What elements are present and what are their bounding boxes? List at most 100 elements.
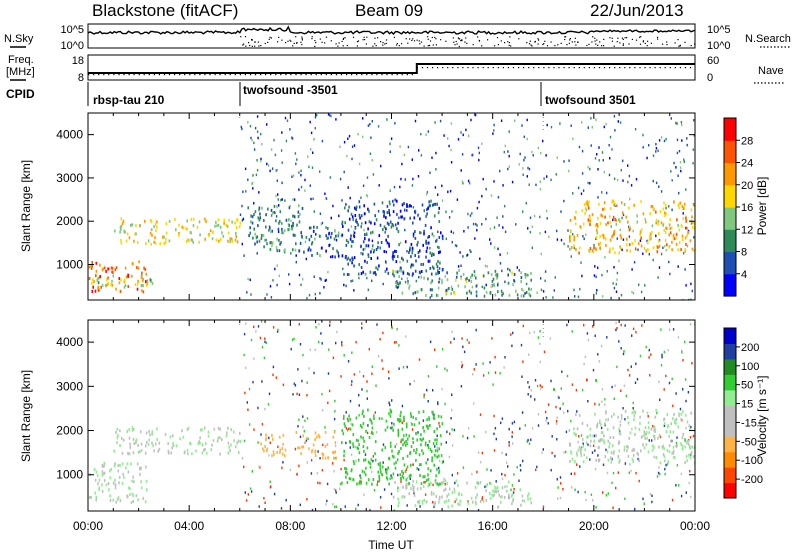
echo-cell — [497, 505, 499, 509]
echo-cell — [587, 338, 590, 342]
echo-cell — [416, 487, 419, 491]
echo-cell — [272, 279, 274, 282]
echo-cell — [293, 382, 296, 385]
echo-cell — [686, 439, 689, 443]
echo-cell — [342, 267, 344, 271]
echo-cell — [235, 235, 237, 239]
echo-cell — [243, 353, 245, 357]
colorbar-tick-label: 28 — [741, 135, 753, 147]
echo-cell — [277, 445, 279, 449]
echo-cell — [277, 230, 280, 233]
echo-cell — [275, 215, 278, 218]
echo-cell — [645, 430, 648, 434]
echo-cell — [388, 377, 390, 380]
echo-cell — [494, 269, 497, 273]
echo-cell — [162, 235, 164, 239]
echo-cell — [508, 480, 510, 484]
echo-cell — [447, 492, 450, 496]
echo-cell — [135, 224, 137, 228]
echo-cell — [198, 220, 201, 224]
echo-cell — [660, 221, 663, 225]
echo-cell — [672, 445, 675, 449]
nsearch-point — [440, 39, 442, 41]
echo-cell — [156, 427, 158, 431]
echo-cell — [360, 435, 362, 439]
echo-cell — [686, 137, 688, 140]
echo-cell — [495, 487, 497, 491]
echo-cell — [632, 407, 634, 410]
echo-cell — [138, 260, 140, 264]
echo-cell — [241, 242, 243, 246]
echo-cell — [276, 249, 278, 253]
echo-cell — [681, 123, 683, 127]
echo-cell — [294, 447, 297, 451]
echo-cell — [620, 236, 622, 240]
echo-cell — [427, 426, 429, 430]
echo-cell — [676, 464, 679, 467]
echo-cell — [678, 206, 681, 210]
echo-cell — [449, 189, 452, 193]
echo-cell — [348, 217, 351, 221]
echo-cell — [364, 221, 367, 225]
echo-cell — [481, 142, 483, 145]
echo-cell — [168, 219, 171, 223]
echo-cell — [391, 422, 393, 425]
echo-cell — [459, 499, 461, 503]
echo-cell — [493, 180, 495, 183]
echo-cell — [291, 338, 294, 342]
echo-cell — [462, 255, 464, 258]
echo-cell — [657, 471, 660, 475]
echo-cell — [406, 504, 408, 507]
echo-cell — [148, 429, 150, 433]
echo-cell — [691, 215, 693, 219]
echo-cell — [379, 223, 382, 227]
echo-cell — [299, 435, 302, 438]
echo-cell — [343, 140, 346, 144]
echo-cell — [539, 215, 541, 219]
echo-cell — [501, 472, 503, 476]
echo-cell — [410, 415, 412, 418]
echo-cell — [434, 186, 437, 189]
echo-cell — [684, 445, 686, 449]
echo-cell — [481, 285, 483, 289]
echo-cell — [216, 439, 219, 443]
colorbar-tick-label: 15 — [741, 399, 753, 411]
echo-cell — [187, 452, 189, 456]
echo-cell — [434, 202, 436, 206]
echo-cell — [494, 293, 497, 297]
echo-cell — [280, 240, 282, 244]
echo-cell — [225, 223, 227, 227]
echo-cell — [576, 410, 578, 413]
echo-cell — [504, 485, 506, 489]
echo-cell — [540, 252, 542, 256]
x-tick-label: 00:00 — [73, 519, 103, 533]
echo-cell — [420, 463, 422, 467]
echo-cell — [419, 231, 421, 235]
echo-cell — [629, 463, 631, 466]
echo-cell — [399, 260, 401, 264]
echo-cell — [234, 238, 237, 242]
echo-cell — [307, 248, 310, 252]
echo-cell — [107, 482, 110, 485]
echo-cell — [627, 180, 629, 184]
echo-cell — [624, 409, 627, 413]
echo-cell — [528, 183, 530, 186]
echo-cell — [542, 139, 544, 143]
echo-cell — [403, 217, 405, 221]
echo-cell — [593, 434, 596, 438]
echo-cell — [399, 414, 402, 418]
nsearch-point — [257, 41, 259, 43]
echo-cell — [266, 123, 268, 126]
echo-cell — [437, 269, 439, 273]
echo-cell — [393, 422, 395, 426]
echo-cell — [500, 119, 503, 122]
echo-cell — [371, 120, 373, 123]
echo-cell — [384, 231, 386, 234]
echo-cell — [199, 233, 201, 237]
echo-cell — [570, 472, 572, 476]
freq-panel: Freq. [MHz] 18 8 60 0 Nave — [6, 54, 785, 84]
echo-cell — [215, 220, 217, 224]
echo-cell — [263, 449, 265, 453]
echo-cell — [294, 248, 297, 252]
echo-cell — [260, 159, 262, 163]
